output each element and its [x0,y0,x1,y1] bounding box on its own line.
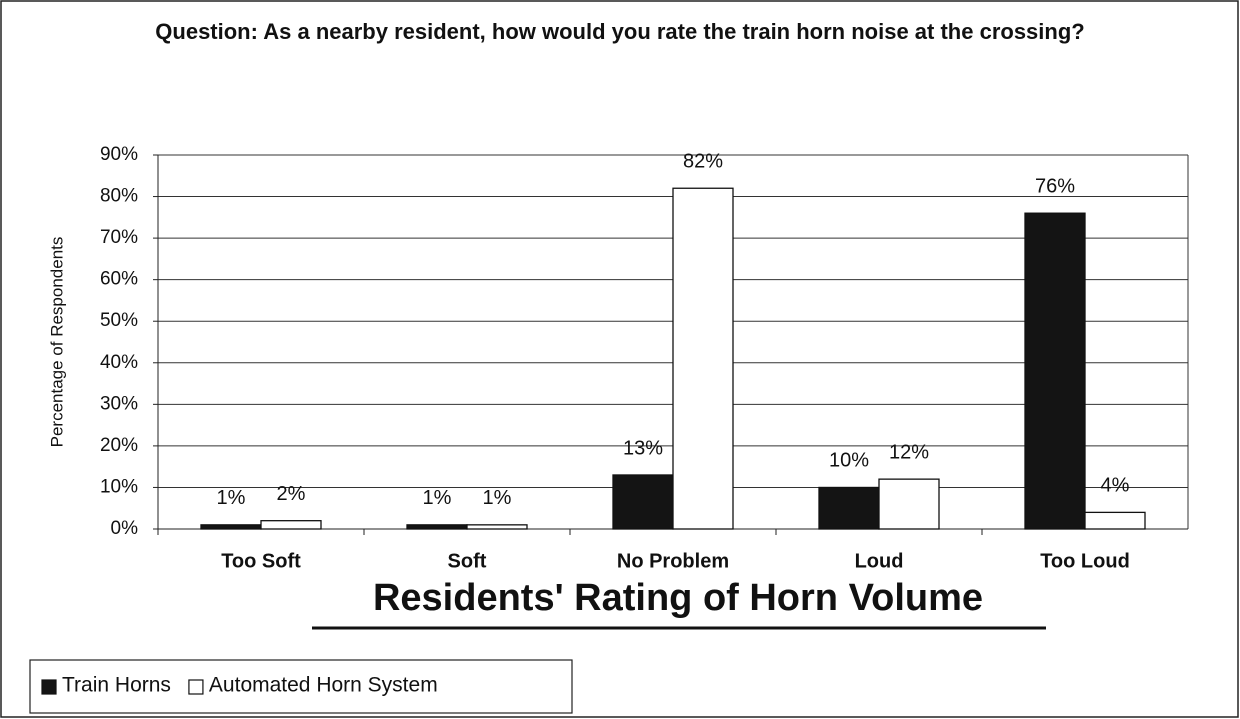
data-label: 12% [889,441,929,463]
y-tick-label: 80% [100,186,138,207]
y-tick-label: 20% [100,435,138,456]
legend-swatch [41,679,57,695]
bar [1084,511,1146,530]
x-tick-label: Loud [855,550,904,572]
y-tick-label: 40% [100,352,138,373]
data-label: 76% [1035,175,1075,197]
y-tick-label: 60% [100,269,138,290]
bar [466,524,528,530]
data-label: 13% [623,437,663,459]
legend-label: Automated Horn System [209,674,438,697]
data-label: 4% [1101,475,1130,497]
data-label: 1% [423,487,452,509]
x-axis-label: Residents' Rating of Horn Volume [373,577,983,619]
bar [612,474,674,530]
legend-label: Train Horns [62,674,171,697]
y-tick-label: 90% [100,144,138,165]
data-label: 2% [277,483,306,505]
y-axis-label: Percentage of Respondents [47,237,66,448]
x-tick-label: Too Soft [221,550,301,572]
y-tick-label: 50% [100,310,138,331]
y-tick-label: 10% [100,476,138,497]
y-tick-label: 70% [100,227,138,248]
data-label: 10% [829,450,869,472]
data-label: 82% [683,151,723,173]
bar [672,187,734,530]
data-label: 1% [483,487,512,509]
bar [200,524,262,530]
bar [878,478,940,530]
bar [1024,212,1086,530]
chart-title: Question: As a nearby resident, how woul… [155,19,1085,44]
y-tick-label: 30% [100,393,138,414]
data-label: 1% [217,487,246,509]
bar [260,520,322,530]
x-tick-label: Too Loud [1040,550,1130,572]
x-tick-label: No Problem [617,550,729,572]
y-tick-label: 0% [111,518,139,539]
bar [406,524,468,530]
bar [818,486,880,530]
legend-box [29,659,573,714]
x-tick-label: Soft [448,550,487,572]
legend-swatch [188,679,204,695]
